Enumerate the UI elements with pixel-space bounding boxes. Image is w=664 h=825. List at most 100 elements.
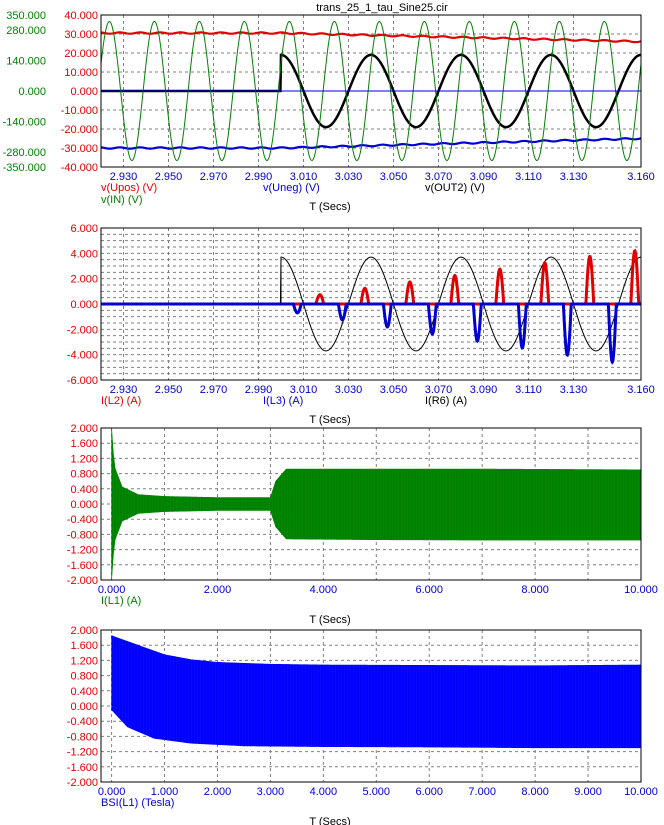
y-tick-label: 0.000: [70, 86, 98, 98]
legend-entry: I(L2) (A): [101, 395, 141, 407]
y-tick-label: 0.000: [70, 499, 98, 511]
legend-entry: v(OUT2) (V): [425, 182, 485, 194]
plot-frame-p1: [100, 14, 642, 168]
panel-p4: 2.000 1.600 1.200 0.800 0.400 0.000 -0.400 -0.8…: [67, 625, 658, 825]
y-tick-label: 1.200: [70, 453, 98, 465]
y-tick-label: -2.000: [67, 324, 98, 336]
series-bsi-l1-tesla-: [111, 635, 641, 749]
x-tick-label: 10.000: [624, 584, 658, 596]
x-tick-label: 3.130: [560, 384, 588, 396]
y-tick-label: 0.400: [70, 484, 98, 496]
legend-entry: I(L3) (A): [263, 395, 303, 407]
x-tick-label: 3.050: [380, 171, 408, 183]
y-tick-label: 40.000: [64, 10, 98, 22]
x-tick-label: 2.950: [155, 384, 183, 396]
x-tick-label: 3.010: [290, 384, 318, 396]
y-tick-label: 20.000: [64, 48, 98, 60]
plot-frame-p3: [100, 427, 642, 581]
x-tick-label: 2.990: [245, 171, 273, 183]
chart-title: trans_25_1_tau_Sine25.cir: [316, 2, 448, 14]
series-i-l2-a-: [101, 248, 641, 306]
y2-tick-label: 140.000: [6, 56, 46, 68]
y-tick-label: 0.800: [70, 469, 98, 481]
x-tick-label: 3.050: [380, 384, 408, 396]
plot-frame-p2: [100, 227, 642, 381]
y2-tick-label: -280.000: [3, 147, 46, 159]
y-tick-label: -0.800: [67, 731, 98, 743]
x-tick-label: 3.000: [257, 786, 285, 798]
x-tick-label: 3.030: [335, 171, 363, 183]
y-tick-label: -10.000: [61, 105, 98, 117]
x-tick-label: 1.000: [151, 786, 179, 798]
x-tick-label: 3.010: [290, 171, 318, 183]
x-tick-label: 2.970: [200, 171, 228, 183]
y-tick-label: 2.000: [70, 274, 98, 286]
panel-p3: 2.000 1.600 1.200 0.800 0.400 0.000 -0.400 -0.8…: [67, 423, 658, 626]
y-tick-label: 0.800: [70, 671, 98, 683]
x-tick-label: 2.950: [155, 171, 183, 183]
y-tick-label: 4.000: [70, 248, 98, 260]
legend-entry: v(IN) (V): [101, 194, 143, 206]
panel-p1: 40.000 30.000 20.000 10.000 0.000 -10.000 -20.…: [3, 10, 655, 213]
y-tick-label: 10.000: [64, 67, 98, 79]
x-tick-label: 2.000: [204, 584, 232, 596]
y-tick-label: -40.000: [61, 162, 98, 174]
series-bsi-l1-tesla--texture: [113, 636, 639, 748]
series-v-upos-v-: [101, 31, 641, 44]
y-tick-label: -4.000: [67, 350, 98, 362]
plot-panels: 40.000 30.000 20.000 10.000 0.000 -10.000 -20.…: [3, 10, 658, 825]
y2-tick-label: 0.000: [18, 86, 46, 98]
x-tick-label: 2.930: [110, 171, 138, 183]
legend-entry: v(Uneg) (V): [263, 182, 320, 194]
y-tick-label: -1.600: [67, 560, 98, 572]
y2-tick-label: -350.000: [3, 162, 46, 174]
x-tick-label: 3.090: [470, 171, 498, 183]
x-tick-label: 3.110: [515, 171, 542, 183]
series-i-l1-a--texture: [113, 456, 639, 552]
x-tick-label: 3.160: [627, 384, 655, 396]
x-tick-label: 3.070: [425, 171, 453, 183]
series-i-l3-a-: [101, 302, 641, 365]
series-p3: [111, 428, 641, 580]
y-tick-label: -0.800: [67, 529, 98, 541]
y-tick-label: 6.000: [70, 223, 98, 235]
x-tick-label: 8.000: [521, 584, 549, 596]
y-tick-label: -30.000: [61, 143, 98, 155]
y-tick-label: -0.400: [67, 716, 98, 728]
x-tick-label: 2.930: [110, 384, 138, 396]
grid-p3: [101, 428, 641, 580]
x-tick-label: 6.000: [415, 584, 443, 596]
x-tick-label: 0.000: [98, 584, 126, 596]
x-tick-label: 2.000: [204, 786, 232, 798]
x-axis-label: T (Secs): [309, 816, 350, 825]
x-axis-label: T (Secs): [309, 614, 350, 626]
x-tick-label: 3.090: [470, 384, 498, 396]
y-tick-label: -2.000: [67, 777, 98, 789]
series-i-l1-a-: [111, 428, 641, 580]
y-tick-label: 1.600: [70, 640, 98, 652]
y-tick-label: 0.400: [70, 686, 98, 698]
y-tick-label: -1.200: [67, 747, 98, 759]
y-tick-label: -0.400: [67, 514, 98, 526]
series-v-in-v-: [101, 20, 641, 162]
y-tick-label: -2.000: [67, 575, 98, 587]
x-tick-label: 3.110: [515, 384, 542, 396]
y-tick-label: 0.000: [70, 701, 98, 713]
y-tick-label: -1.600: [67, 762, 98, 774]
y-tick-label: 0.000: [70, 299, 98, 311]
panel-p2: 6.000 4.000 2.000 0.000 -2.000 -4.000 -6.000 2.…: [67, 223, 655, 426]
y-tick-label: 1.200: [70, 655, 98, 667]
series-p2: [101, 248, 641, 365]
x-tick-label: 3.130: [560, 171, 588, 183]
y-tick-label: -1.200: [67, 545, 98, 557]
y-tick-label: -6.000: [67, 375, 98, 387]
legend-entry: BSI(L1) (Tesla): [101, 797, 174, 809]
y2-tick-label: 280.000: [6, 25, 46, 37]
plot-frame-p4: [100, 629, 642, 783]
x-tick-label: 3.160: [627, 171, 655, 183]
series-v-uneg-v-: [101, 137, 641, 150]
x-tick-label: 5.000: [363, 786, 391, 798]
x-tick-label: 4.000: [310, 584, 338, 596]
x-axis-label: T (Secs): [309, 201, 350, 213]
